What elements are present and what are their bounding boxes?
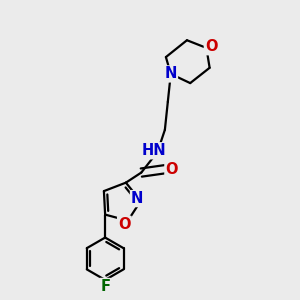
Text: N: N: [165, 66, 177, 81]
Text: N: N: [131, 191, 143, 206]
Text: HN: HN: [142, 143, 166, 158]
Text: O: O: [118, 217, 130, 232]
Text: O: O: [205, 39, 217, 54]
Text: F: F: [100, 279, 110, 294]
Text: O: O: [165, 161, 178, 176]
